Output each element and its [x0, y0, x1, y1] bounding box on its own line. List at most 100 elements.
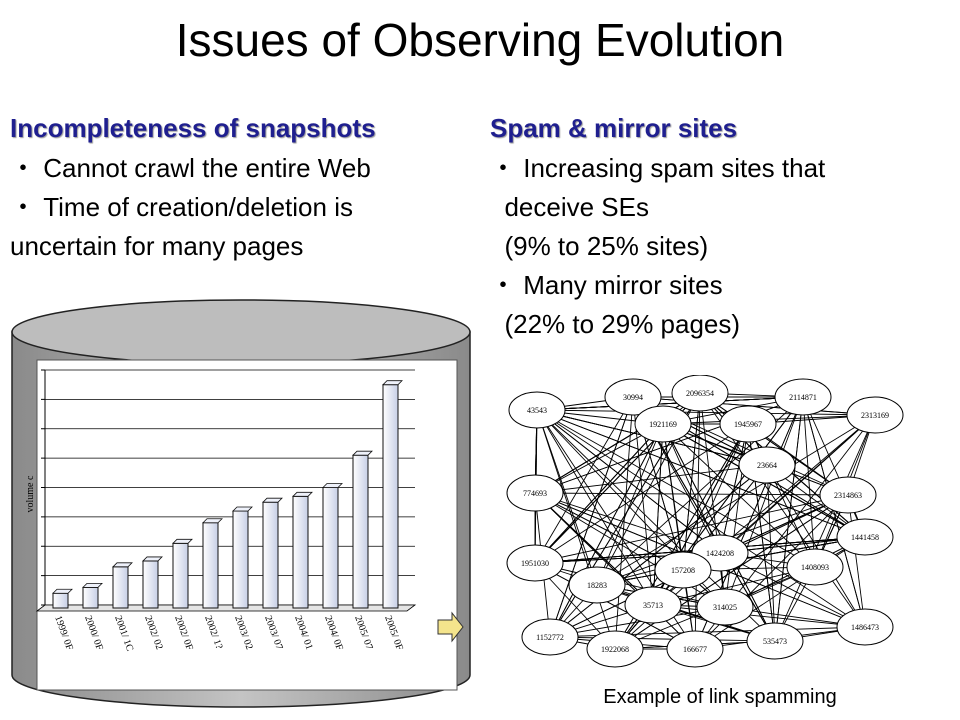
graph-edge [662, 423, 721, 554]
graph-edge [652, 423, 664, 606]
graph-node-label: 30994 [623, 393, 643, 402]
bar-top [292, 491, 313, 497]
graph-node-label: 2114871 [789, 393, 817, 402]
graph-node [634, 405, 692, 443]
graph-node-label: 166677 [683, 645, 707, 654]
graph-edge [534, 492, 849, 496]
graph-node-label: 2096354 [686, 389, 714, 398]
graph-edge [536, 396, 804, 411]
bar [112, 566, 129, 609]
graph-edge [549, 464, 768, 638]
bar-top [112, 562, 133, 568]
graph-edge [766, 464, 776, 642]
graph-edge [534, 494, 849, 564]
graph-node-label: 774693 [523, 489, 547, 498]
graph-node [568, 566, 626, 604]
graph-edge [534, 492, 721, 554]
bar [382, 384, 399, 609]
graph-node-label: 23664 [757, 461, 777, 470]
bar-top [382, 380, 403, 386]
right-bullet-1-cont: deceive SEs [490, 192, 649, 222]
right-bullet-2-stat: (22% to 29% pages) [490, 309, 741, 339]
graph-node [836, 518, 894, 556]
graph-edge [724, 396, 804, 608]
graph-node-label: 535473 [763, 637, 787, 646]
graph-edge [534, 464, 768, 494]
bar [172, 542, 189, 609]
graph-edge [549, 423, 664, 638]
graph-edge [536, 409, 654, 606]
graph-edge [652, 566, 816, 606]
graph-node [666, 630, 724, 668]
graph-node [508, 391, 566, 429]
bar [142, 560, 159, 609]
graph-edge [719, 423, 749, 554]
graph-edge [662, 423, 816, 568]
graph-node [738, 446, 796, 484]
graph-edge [549, 636, 776, 642]
graph-node-label: 43543 [527, 406, 547, 415]
graph-edge [802, 396, 866, 538]
left-heading: Incompleteness of snapshots [10, 113, 376, 143]
graph-node [696, 588, 754, 626]
graph-node [836, 608, 894, 646]
graph-node [624, 586, 682, 624]
graph-node-label: 1408093 [801, 563, 829, 572]
graph-node-label: 157208 [671, 566, 695, 575]
slide-title: Issues of Observing Evolution [175, 14, 785, 66]
graph-edge [536, 409, 616, 650]
graph-node-label: 35713 [643, 601, 663, 610]
right-bullet-1-stat: (9% to 25% sites) [490, 231, 709, 261]
graph-edge [534, 423, 664, 564]
bar [352, 454, 369, 609]
bar-top [82, 582, 103, 588]
graph-node [719, 405, 777, 443]
right-bullet-2: ・ Many mirror sites [490, 270, 723, 300]
bar-top [262, 497, 283, 503]
graph-edge [766, 464, 866, 628]
graph-nodes: 43543 30994 2096354 2114871 2313169 1921169 19… [506, 375, 904, 668]
bar-top [322, 483, 343, 488]
cylinder-top [11, 299, 471, 365]
graph-edge [596, 414, 876, 586]
bar [262, 501, 279, 609]
right-bullet-1: ・ Increasing spam sites that [490, 153, 826, 183]
graph-edge [549, 396, 634, 638]
chart-floor [35, 604, 417, 612]
graph-node-label: 18283 [587, 581, 607, 590]
graph-node [786, 548, 844, 586]
graph-node-label: 1921169 [649, 420, 677, 429]
graph-node-label: 1945967 [734, 420, 762, 429]
bar [82, 586, 99, 609]
left-bullet-2: ・ Time of creation/deletion is [10, 192, 353, 222]
graph-edge [534, 396, 634, 564]
right-bullets: ・ Increasing spam sites that deceive SEs… [490, 149, 825, 344]
left-bullets: ・ Cannot crawl the entire Web ・ Time of … [10, 149, 371, 266]
graph-node [604, 378, 662, 416]
graph-edge [536, 409, 598, 586]
graph-edge [536, 409, 866, 538]
bar [202, 522, 219, 609]
bar-top [352, 450, 373, 456]
graph-node-label: 1486473 [851, 623, 879, 632]
graph-node [846, 396, 904, 434]
graph-edge [847, 494, 866, 628]
graph-node-label: 1424208 [706, 549, 734, 558]
graph-edge [614, 396, 634, 650]
bar-top [52, 588, 73, 594]
graph-edge [536, 409, 721, 554]
graph-node [586, 630, 644, 668]
graph-edge [652, 604, 866, 628]
bar [232, 510, 249, 609]
graph-node-label: 2314863 [834, 491, 862, 500]
graph-edge [719, 552, 866, 628]
graph-edge [662, 423, 696, 650]
bar-top [202, 518, 223, 524]
graph-node-label: 1951030 [521, 559, 549, 568]
graph-caption: Example of link spamming [603, 686, 837, 708]
graph-node [506, 474, 564, 512]
left-bullet-1: ・ Cannot crawl the entire Web [10, 153, 371, 183]
graph-edge [536, 409, 816, 568]
graph-node [819, 476, 877, 514]
